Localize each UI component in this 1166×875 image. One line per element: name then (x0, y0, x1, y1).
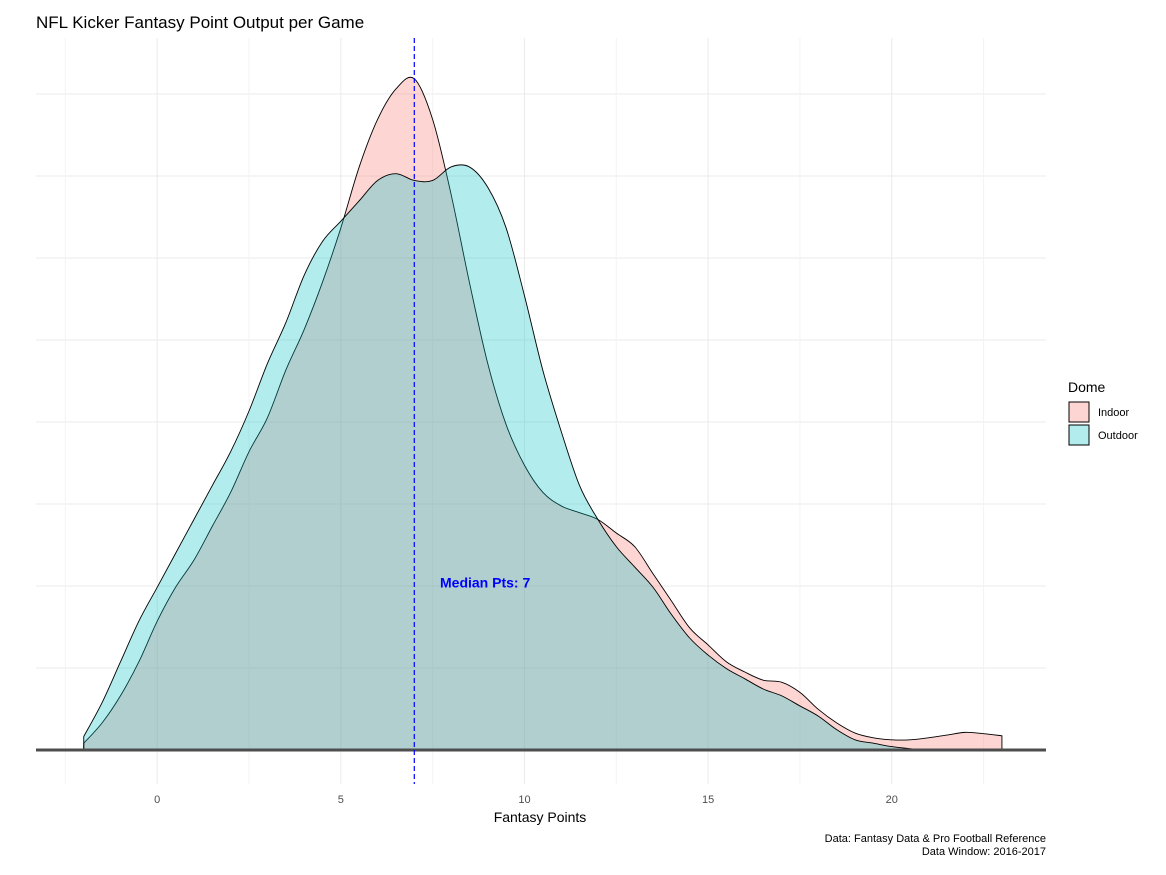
density-area-indoor (83, 76, 1003, 751)
legend-swatch-indoor (1068, 401, 1090, 423)
caption-line-2: Data Window: 2016-2017 (922, 846, 1046, 858)
legend: Dome Indoor Outdoor (1068, 379, 1138, 446)
x-axis-title: Fantasy Points (494, 809, 587, 825)
legend-label-outdoor: Outdoor (1098, 430, 1138, 442)
median-label: Median Pts: 7 (440, 574, 530, 590)
gridlines (36, 38, 1046, 784)
legend-title: Dome (1068, 379, 1106, 395)
legend-swatch-outdoor (1068, 424, 1090, 446)
chart-title: NFL Kicker Fantasy Point Output per Game (36, 13, 364, 32)
density-area-outdoor (83, 164, 1002, 751)
caption-line-1: Data: Fantasy Data & Pro Football Refere… (825, 833, 1046, 845)
legend-label-indoor: Indoor (1098, 407, 1130, 419)
x-tick-label: 0 (154, 794, 160, 806)
x-tick-label: 15 (702, 794, 714, 806)
x-tick-label: 20 (886, 794, 898, 806)
density-series (83, 76, 1003, 751)
x-tick-label: 5 (338, 794, 344, 806)
x-tick-label: 10 (518, 794, 530, 806)
axes: 0 5 10 15 20 (36, 748, 1046, 806)
